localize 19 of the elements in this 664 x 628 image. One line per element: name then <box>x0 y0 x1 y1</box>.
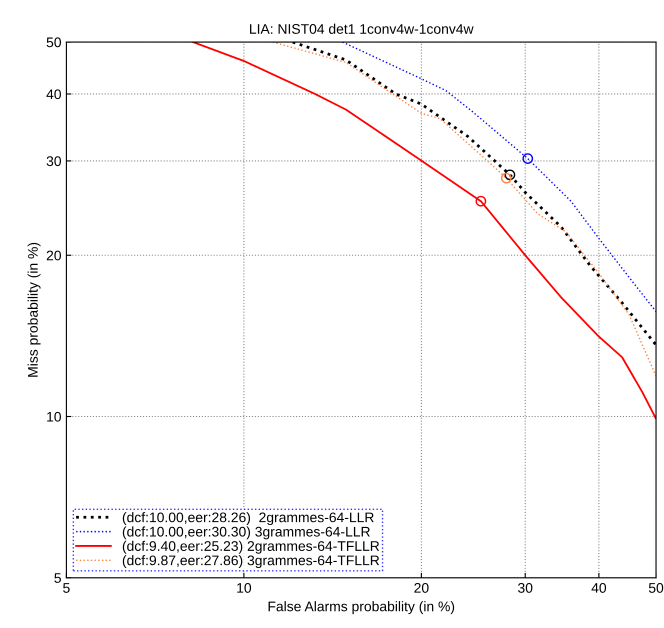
x-tick-label: 5 <box>63 583 70 593</box>
x-tick-label: 30 <box>518 582 532 593</box>
x-tick-label: 40 <box>591 582 606 593</box>
y-tick-label: 40 <box>46 89 61 100</box>
y-axis-title: Miss probability (in %) <box>28 242 41 377</box>
x-tick-label: 20 <box>414 582 429 593</box>
y-tick-label: 50 <box>46 37 61 48</box>
y-tick-label: 10 <box>47 412 61 422</box>
x-axis-title: False Alarms probability (in %) <box>268 601 454 614</box>
legend-label: (dcf:10.00,eer:28.26) 2grammes-64-LLR <box>122 512 374 526</box>
y-tick-label: 30 <box>46 156 61 166</box>
y-tick-label: 20 <box>46 250 61 260</box>
chart-title: LIA: NIST04 det1 1conv4w-1conv4w <box>250 24 474 34</box>
legend-label: (dcf:10.00,eer:30.30) 3grammes-64-LLR <box>122 526 370 540</box>
legend-label: (dcf:9.40,eer:25.23) 2grammes-64-TFLLR <box>122 540 380 554</box>
legend-label: (dcf:9.87,eer:27.86) 3grammes-64-TFLLR <box>122 555 380 568</box>
y-tick-label: 5 <box>54 573 61 583</box>
x-tick-label: 10 <box>237 582 252 593</box>
x-tick-label: 50 <box>648 582 664 593</box>
